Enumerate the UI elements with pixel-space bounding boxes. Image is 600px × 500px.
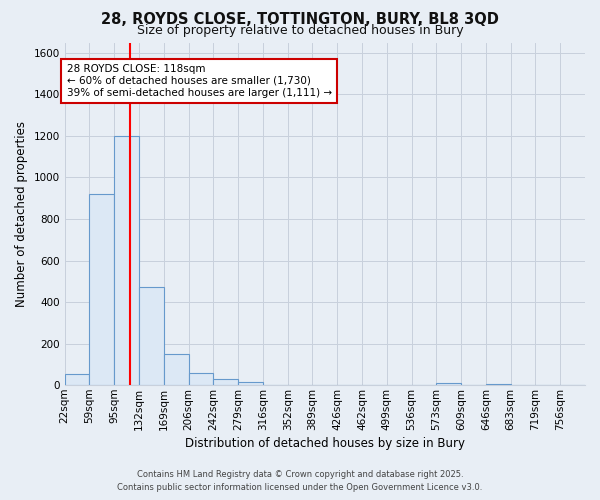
Y-axis label: Number of detached properties: Number of detached properties xyxy=(15,121,28,307)
Text: 28, ROYDS CLOSE, TOTTINGTON, BURY, BL8 3QD: 28, ROYDS CLOSE, TOTTINGTON, BURY, BL8 3… xyxy=(101,12,499,28)
Bar xyxy=(164,354,188,385)
Bar xyxy=(65,374,89,385)
X-axis label: Distribution of detached houses by size in Bury: Distribution of detached houses by size … xyxy=(185,437,465,450)
Bar xyxy=(114,136,139,385)
Bar xyxy=(486,384,511,385)
Bar xyxy=(238,382,263,385)
Bar xyxy=(214,380,238,385)
Bar xyxy=(89,194,114,385)
Bar xyxy=(436,383,461,385)
Text: Size of property relative to detached houses in Bury: Size of property relative to detached ho… xyxy=(137,24,463,37)
Text: Contains HM Land Registry data © Crown copyright and database right 2025.
Contai: Contains HM Land Registry data © Crown c… xyxy=(118,470,482,492)
Bar xyxy=(188,372,214,385)
Text: 28 ROYDS CLOSE: 118sqm
← 60% of detached houses are smaller (1,730)
39% of semi-: 28 ROYDS CLOSE: 118sqm ← 60% of detached… xyxy=(67,64,332,98)
Bar xyxy=(139,286,164,385)
